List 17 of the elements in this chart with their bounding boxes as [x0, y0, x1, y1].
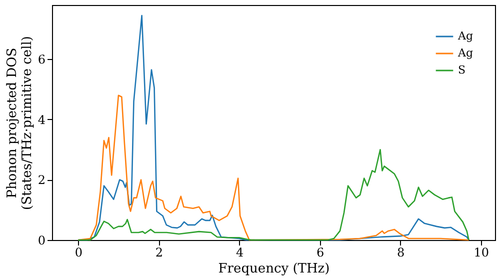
x-axis-title: Frequency (THz): [218, 262, 330, 276]
legend-label: S: [458, 64, 466, 76]
y-tick-label: 2: [38, 173, 46, 188]
legend-label: Ag: [457, 30, 473, 42]
y-tick-label: 0: [38, 234, 46, 248]
line-series: [78, 148, 470, 241]
line-series: [78, 94, 470, 241]
y-tick-label: 4: [38, 112, 46, 127]
x-tick-label: 2: [155, 246, 164, 260]
x-tick-label: 8: [397, 246, 405, 260]
y-axis-title: Phonon projected DOS (States/THz·primitive cell): [4, 36, 35, 210]
x-tick-label: 0: [74, 246, 82, 260]
legend-label: Ag: [457, 46, 473, 60]
x-tick-label: 10: [474, 246, 490, 260]
x-tick-label: 4: [236, 246, 244, 260]
x-tick-label: 6: [316, 246, 324, 260]
y-tick-label: 6: [38, 52, 46, 67]
